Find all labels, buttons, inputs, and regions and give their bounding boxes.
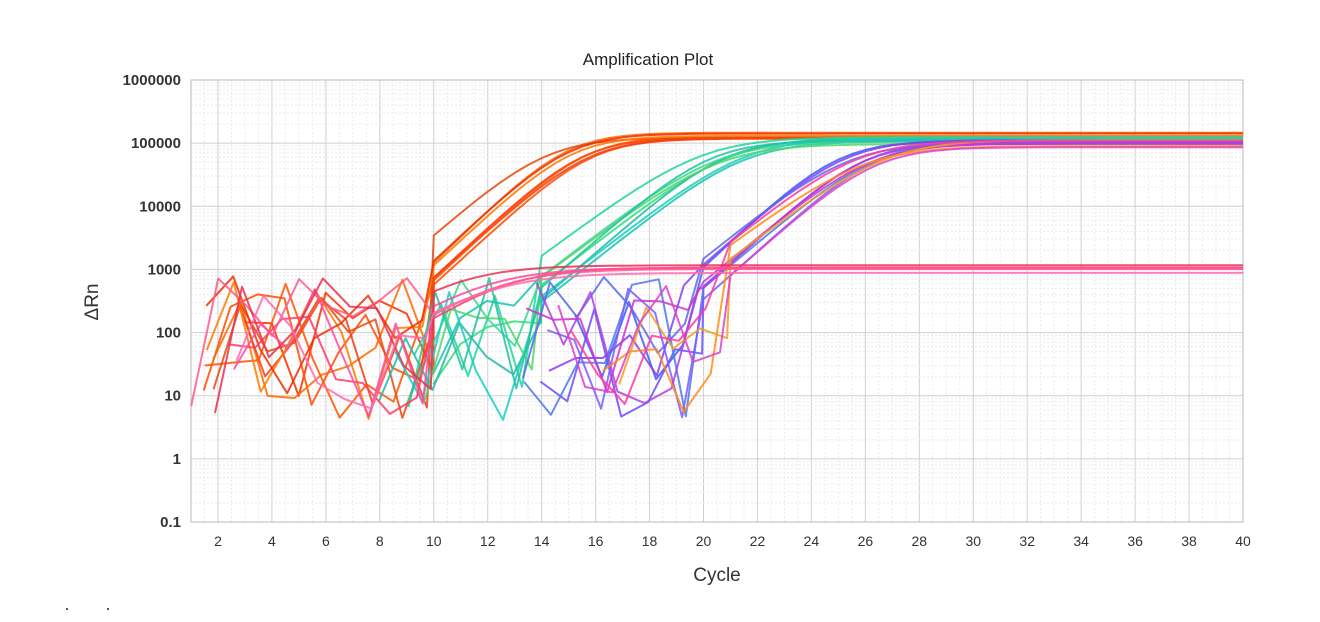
x-tick-label: 14 (534, 533, 550, 549)
series-line-early-orange-red (204, 135, 1243, 419)
series-line-nonspecific-pink-red (214, 264, 1243, 414)
x-tick-label: 26 (858, 533, 874, 549)
series-line-early-orange-red (205, 132, 1243, 395)
series-line-late-blue-purple (548, 139, 1243, 377)
scan-speck (66, 608, 68, 610)
x-axis-label: Cycle (693, 565, 741, 586)
y-axis-label: ΔRn (82, 284, 103, 321)
x-tick-label: 12 (480, 533, 496, 549)
series-line-mid-green-teal (394, 137, 1243, 421)
x-tick-label: 38 (1181, 533, 1197, 549)
x-tick-label: 16 (588, 533, 604, 549)
x-tick-label: 40 (1235, 533, 1251, 549)
x-tick-label: 28 (912, 533, 928, 549)
x-tick-label: 18 (642, 533, 658, 549)
x-tick-label: 8 (376, 533, 384, 549)
series-line-late-orange-magenta (602, 145, 1243, 413)
y-tick-label: 100 (156, 325, 181, 342)
x-tick-label: 20 (696, 533, 712, 549)
series-lines (190, 131, 1243, 421)
scan-speck (107, 608, 109, 610)
y-axis-ticks: 0.1 1 10 100 1000 10000 100000 1000000 (123, 72, 181, 531)
series-line-early-orange-red (205, 134, 1243, 420)
x-tick-label: 24 (804, 533, 820, 549)
y-tick-label: 1000 (148, 261, 181, 278)
x-tick-label: 22 (750, 533, 766, 549)
y-tick-label: 10 (164, 388, 181, 405)
x-tick-label: 36 (1127, 533, 1143, 549)
x-tick-label: 32 (1019, 533, 1035, 549)
y-tick-label: 10000 (139, 198, 181, 215)
y-tick-label: 1 (173, 451, 181, 468)
x-tick-label: 4 (268, 533, 276, 549)
series-line-nonspecific-pink-red (235, 271, 1243, 410)
series-line-nonspecific-pink-red (232, 266, 1243, 418)
plot-area-frame (190, 79, 1244, 523)
x-tick-label: 2 (214, 533, 222, 549)
x-tick-label: 34 (1073, 533, 1089, 549)
y-tick-label: 100000 (131, 135, 181, 152)
y-tick-label: 1000000 (123, 72, 181, 89)
chart-title: Amplification Plot (583, 50, 714, 69)
x-tick-label: 10 (426, 533, 442, 549)
x-axis-ticks: 2 4 6 8 10 12 14 16 18 20 22 24 26 28 30 32 34 36 38 40 (214, 533, 1251, 549)
x-tick-label: 30 (965, 533, 981, 549)
x-tick-label: 6 (322, 533, 330, 549)
series-line-late-orange-magenta (569, 139, 1243, 405)
series-line-late-blue-purple (574, 140, 1243, 381)
y-tick-label: 0.1 (160, 514, 181, 531)
